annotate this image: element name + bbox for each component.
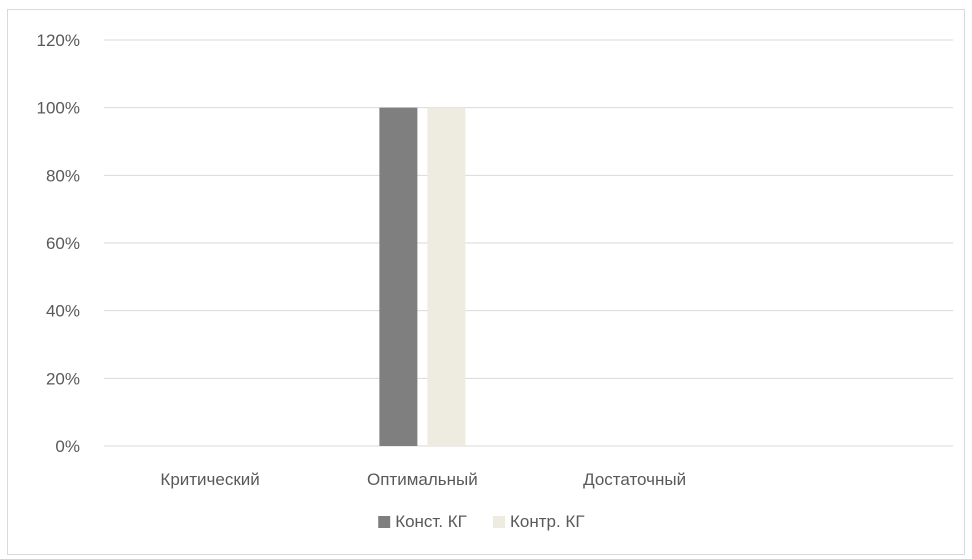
- y-tick-label: 20%: [46, 369, 80, 388]
- y-tick-label: 40%: [46, 302, 80, 321]
- legend-label: Контр. КГ: [510, 512, 585, 531]
- chart-frame: [7, 9, 965, 555]
- y-tick-label: 80%: [46, 166, 80, 185]
- x-tick-label: Достаточный: [583, 470, 686, 489]
- y-tick-label: 0%: [55, 437, 80, 456]
- y-tick-label: 60%: [46, 234, 80, 253]
- legend-swatch: [378, 516, 391, 528]
- legend-label: Конст. КГ: [395, 512, 467, 531]
- x-tick-label: Критический: [160, 470, 259, 489]
- x-tick-label: Оптимальный: [367, 470, 478, 489]
- bar: [379, 107, 418, 447]
- legend-swatch: [493, 516, 505, 528]
- y-tick-label: 120%: [37, 31, 80, 50]
- bar: [427, 107, 466, 447]
- y-tick-label: 100%: [37, 99, 80, 118]
